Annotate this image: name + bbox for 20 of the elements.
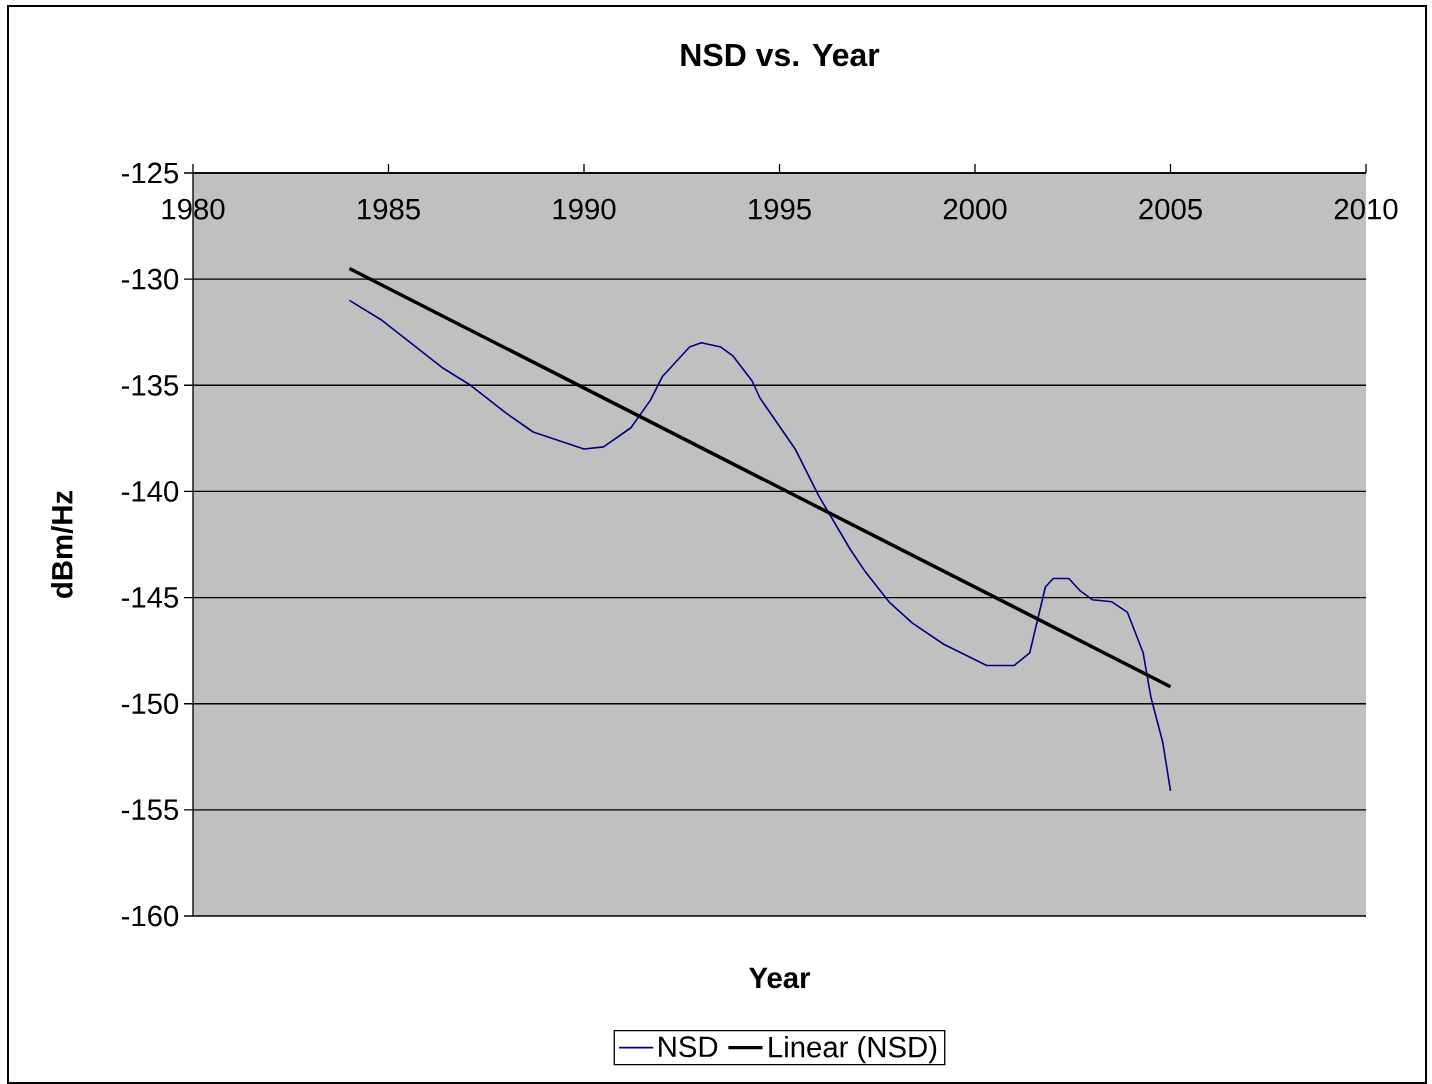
y-axis-title: dBm/Hz xyxy=(51,490,73,598)
x-tick-label: 2010 xyxy=(1334,198,1398,220)
x-tick-label: 2005 xyxy=(1139,198,1202,220)
x-axis-title: Year xyxy=(749,967,811,989)
y-tick-label: -150 xyxy=(121,693,179,715)
y-tick-label: -140 xyxy=(121,481,179,502)
x-tick-label: 1985 xyxy=(358,198,420,220)
legend-label: Linear (NSD) xyxy=(769,1035,937,1064)
y-tick-label: -160 xyxy=(121,905,179,927)
y-tick-label: -145 xyxy=(121,587,179,608)
legend-label: NSD xyxy=(659,1036,718,1058)
y-tick-label: -125 xyxy=(121,162,179,184)
x-tick-label: 2000 xyxy=(943,198,1007,220)
y-tick-label: -130 xyxy=(121,268,179,290)
line-series xyxy=(348,299,1172,792)
x-tick-label: 1995 xyxy=(749,198,811,220)
y-tick-label: -135 xyxy=(121,374,179,396)
chart-title: NSD vs. Year xyxy=(681,43,880,67)
y-tick-label: -155 xyxy=(121,799,179,821)
x-tick-label: 1990 xyxy=(553,198,616,220)
